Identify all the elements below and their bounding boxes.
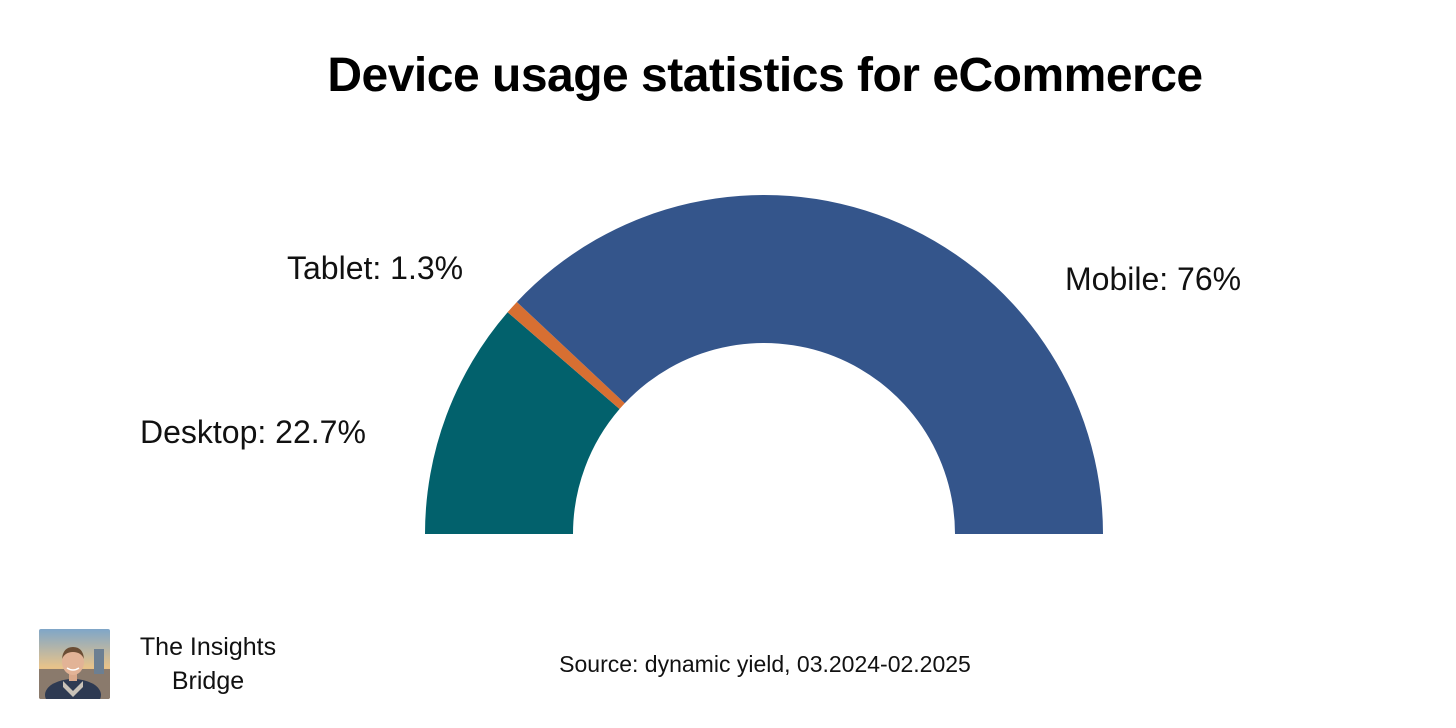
chart-title: Device usage statistics for eCommerce: [327, 49, 1203, 102]
slice-tablet: [507, 301, 625, 410]
slice-label-tablet: Tablet: 1.3%: [287, 250, 463, 286]
chart-labels: Desktop: 22.7% Tablet: 1.3% Mobile: 76%: [140, 250, 1241, 450]
slice-mobile: [516, 194, 1103, 534]
slice-desktop: [425, 312, 620, 534]
brand: The Insights Bridge: [39, 629, 288, 699]
avatar: [39, 629, 110, 699]
slice-label-mobile: Mobile: 76%: [1065, 261, 1241, 297]
source-note: Source: dynamic yield, 03.2024-02.2025: [559, 651, 971, 677]
brand-name: The Insights Bridge: [128, 630, 288, 698]
chart-slices: [425, 194, 1103, 534]
brand-name-line2: Bridge: [171, 667, 245, 695]
slice-label-desktop: Desktop: 22.7%: [140, 414, 366, 450]
brand-name-line1: The Insights: [139, 633, 277, 661]
